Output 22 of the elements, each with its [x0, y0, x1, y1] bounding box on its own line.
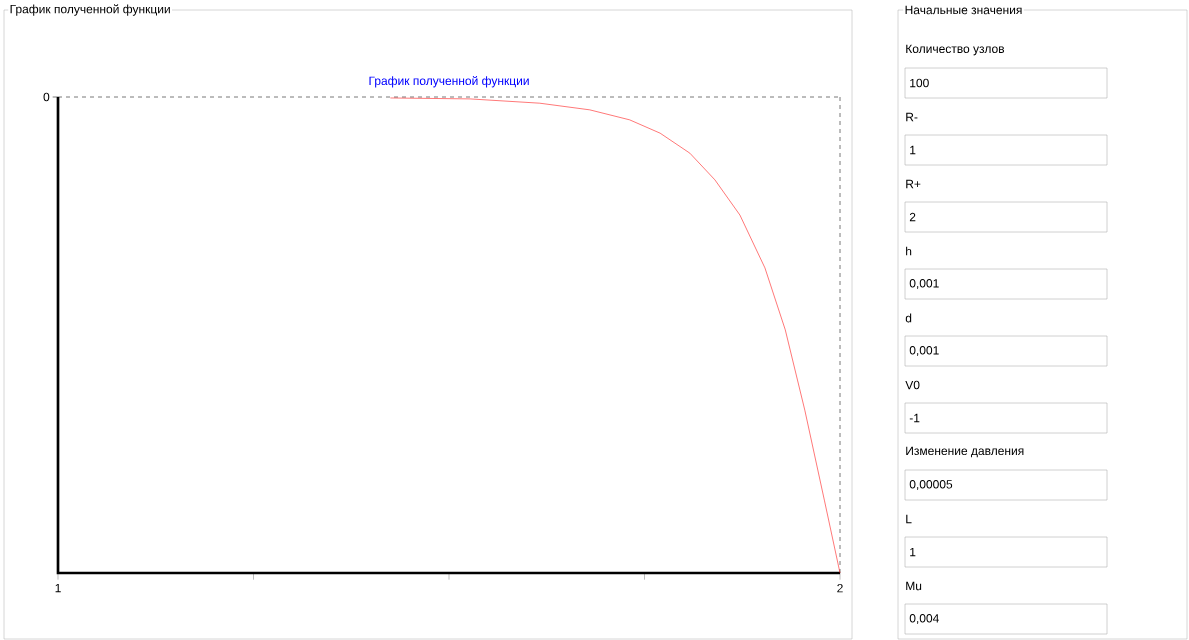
ref-line-label: 0 [43, 92, 50, 102]
text: L [906, 514, 912, 524]
text: График полученной функции [10, 4, 170, 16]
text: d [905, 313, 912, 323]
text: 0,001 [909, 279, 939, 289]
text: 100 [910, 78, 929, 88]
text: Изменение давления [906, 446, 1024, 458]
text: h [906, 246, 912, 256]
text: Mu [906, 581, 922, 591]
text: V0 [905, 380, 920, 390]
text: 0,001 [909, 346, 939, 356]
chart-title: График полученной функции [369, 76, 529, 88]
text: R- [906, 112, 918, 122]
text: Начальные значения [905, 5, 1022, 15]
text: 0,004 [909, 614, 939, 624]
text: 2 [909, 212, 916, 222]
text: -1 [909, 413, 920, 423]
text: 1 [910, 145, 916, 155]
text: Количество узлов [906, 44, 1005, 56]
text: R+ [906, 179, 921, 189]
text: 1 [910, 547, 916, 557]
text: 0,00005 [909, 480, 953, 490]
